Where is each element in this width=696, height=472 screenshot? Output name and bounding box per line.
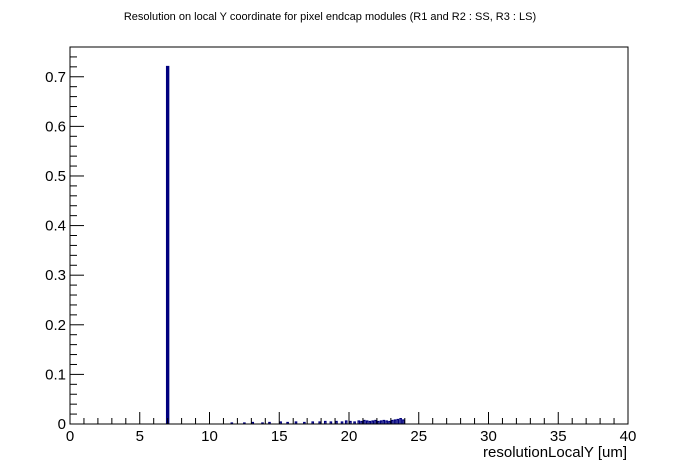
x-tick-label: 35 bbox=[550, 428, 567, 445]
histogram-bin bbox=[368, 420, 372, 424]
x-tick-label: 20 bbox=[341, 428, 358, 445]
histogram-bin bbox=[385, 420, 388, 424]
histogram-bin bbox=[251, 421, 255, 424]
y-axis-ticks: 0 0.1 0.2 0.3 0.4 0.5 0.6 0.7 bbox=[45, 56, 84, 433]
histogram-bin bbox=[399, 417, 402, 424]
histogram-bin bbox=[382, 419, 386, 424]
histogram-bin bbox=[357, 420, 361, 424]
histogram-bin bbox=[286, 421, 289, 424]
y-tick-label: 0.5 bbox=[45, 168, 66, 185]
y-tick-label: 0.3 bbox=[45, 267, 66, 284]
histogram-bin bbox=[165, 65, 170, 424]
x-axis-label: resolutionLocalY [um] bbox=[483, 444, 627, 461]
y-tick-label: 0.4 bbox=[45, 218, 66, 235]
histogram-bin bbox=[390, 419, 394, 424]
x-tick-label: 25 bbox=[410, 428, 427, 445]
x-tick-label: 10 bbox=[201, 428, 218, 445]
y-tick-label: 0.6 bbox=[45, 118, 66, 135]
x-axis-ticks: 0 5 10 15 20 25 30 35 40 bbox=[66, 412, 637, 445]
x-tick-label: 5 bbox=[136, 428, 144, 445]
histogram-bin bbox=[360, 420, 363, 424]
histogram-bin bbox=[371, 420, 375, 424]
chart-title: Resolution on local Y coordinate for pix… bbox=[124, 11, 536, 23]
x-tick-label: 0 bbox=[66, 428, 74, 445]
x-tick-label: 15 bbox=[271, 428, 288, 445]
histogram-bin bbox=[303, 421, 306, 424]
histogram-bin bbox=[363, 419, 366, 424]
histogram-bin bbox=[329, 421, 333, 424]
histogram-bars bbox=[165, 65, 405, 424]
histogram-bin bbox=[388, 420, 391, 424]
histogram-bin bbox=[349, 420, 352, 424]
histogram-bin bbox=[353, 421, 356, 424]
y-tick-label: 0.1 bbox=[45, 366, 66, 383]
x-tick-label: 30 bbox=[480, 428, 497, 445]
histogram-bin bbox=[318, 421, 322, 424]
histogram-bin bbox=[323, 420, 327, 424]
y-tick-label: 0 bbox=[58, 416, 66, 433]
histogram-bin bbox=[335, 420, 338, 424]
y-tick-label: 0.7 bbox=[45, 69, 66, 86]
histogram-bin bbox=[376, 420, 380, 424]
histogram-bin bbox=[374, 419, 377, 424]
histogram-bin bbox=[344, 420, 348, 424]
histogram-bin bbox=[379, 420, 383, 424]
histogram-bin bbox=[268, 421, 271, 424]
plot-frame bbox=[69, 46, 629, 425]
histogram-bin bbox=[279, 421, 282, 424]
histogram-bin bbox=[365, 420, 369, 424]
x-tick-label: 40 bbox=[620, 428, 637, 445]
histogram-bin bbox=[311, 421, 315, 424]
histogram-bin bbox=[402, 419, 405, 424]
histogram-bin bbox=[396, 418, 400, 424]
histogram-bin bbox=[393, 419, 397, 424]
y-tick-label: 0.2 bbox=[45, 317, 66, 334]
histogram-bin bbox=[340, 421, 344, 424]
histogram-bin bbox=[294, 421, 298, 424]
